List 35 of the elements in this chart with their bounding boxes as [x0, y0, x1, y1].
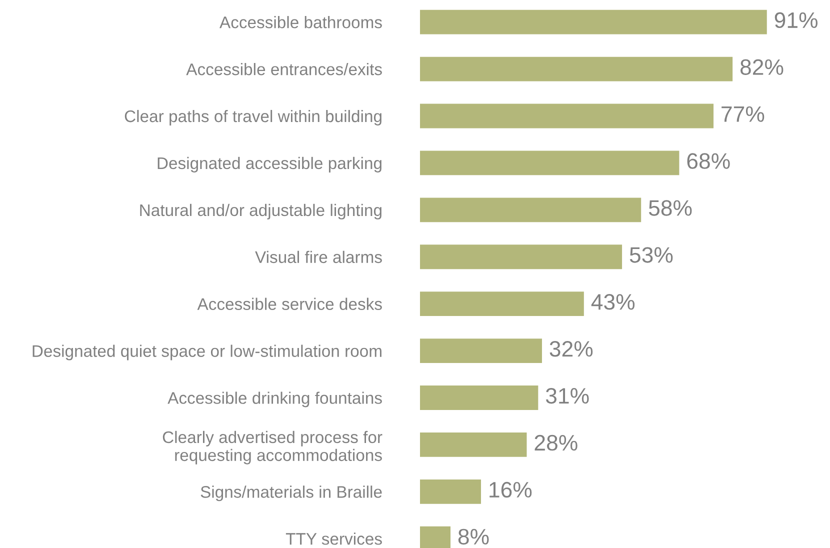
bar	[420, 386, 538, 410]
bar	[420, 292, 584, 316]
data-label: 58%	[648, 200, 692, 216]
data-label: 31%	[546, 388, 589, 404]
y-tick-label: Accessible entrances/exits	[186, 62, 382, 76]
data-label: 91%	[774, 12, 818, 28]
bar	[420, 338, 542, 363]
data-label: 28%	[534, 434, 578, 451]
y-tick-label: Accessible bathrooms	[220, 16, 382, 28]
y-tick-label: TTY services	[286, 532, 382, 545]
data-label: 77%	[722, 106, 764, 122]
data-label: 82%	[740, 59, 784, 75]
y-tick-label: Signs/materials in Braille	[200, 486, 382, 502]
data-label: 68%	[687, 153, 730, 169]
y-tick-label: Visual fire alarms	[255, 250, 382, 264]
y-tick-label: Accessible drinking fountains	[168, 392, 382, 408]
data-label: 16%	[490, 482, 532, 498]
bar	[420, 10, 767, 34]
y-tick-label: Clear paths of travel within building	[124, 110, 382, 126]
y-tick-label: Clearly advertised process for requesting accommodations	[162, 430, 382, 464]
bar	[420, 56, 733, 82]
y-tick-label: Designated accessible parking	[158, 156, 382, 172]
bar	[420, 244, 622, 270]
data-label: 43%	[591, 294, 635, 310]
bar	[420, 479, 481, 504]
bar	[420, 104, 714, 128]
bar	[420, 150, 680, 176]
data-label: 8%	[458, 528, 489, 545]
data-label: 32%	[550, 341, 593, 357]
y-tick-label: Natural and/or adjustable lighting	[140, 204, 382, 220]
bar	[420, 198, 642, 222]
y-tick-label: Designated quiet space or low-stimulation room	[32, 344, 382, 360]
bar	[420, 432, 527, 457]
data-label: 53%	[630, 247, 673, 263]
y-tick-label: Accessible service desks	[197, 298, 382, 310]
